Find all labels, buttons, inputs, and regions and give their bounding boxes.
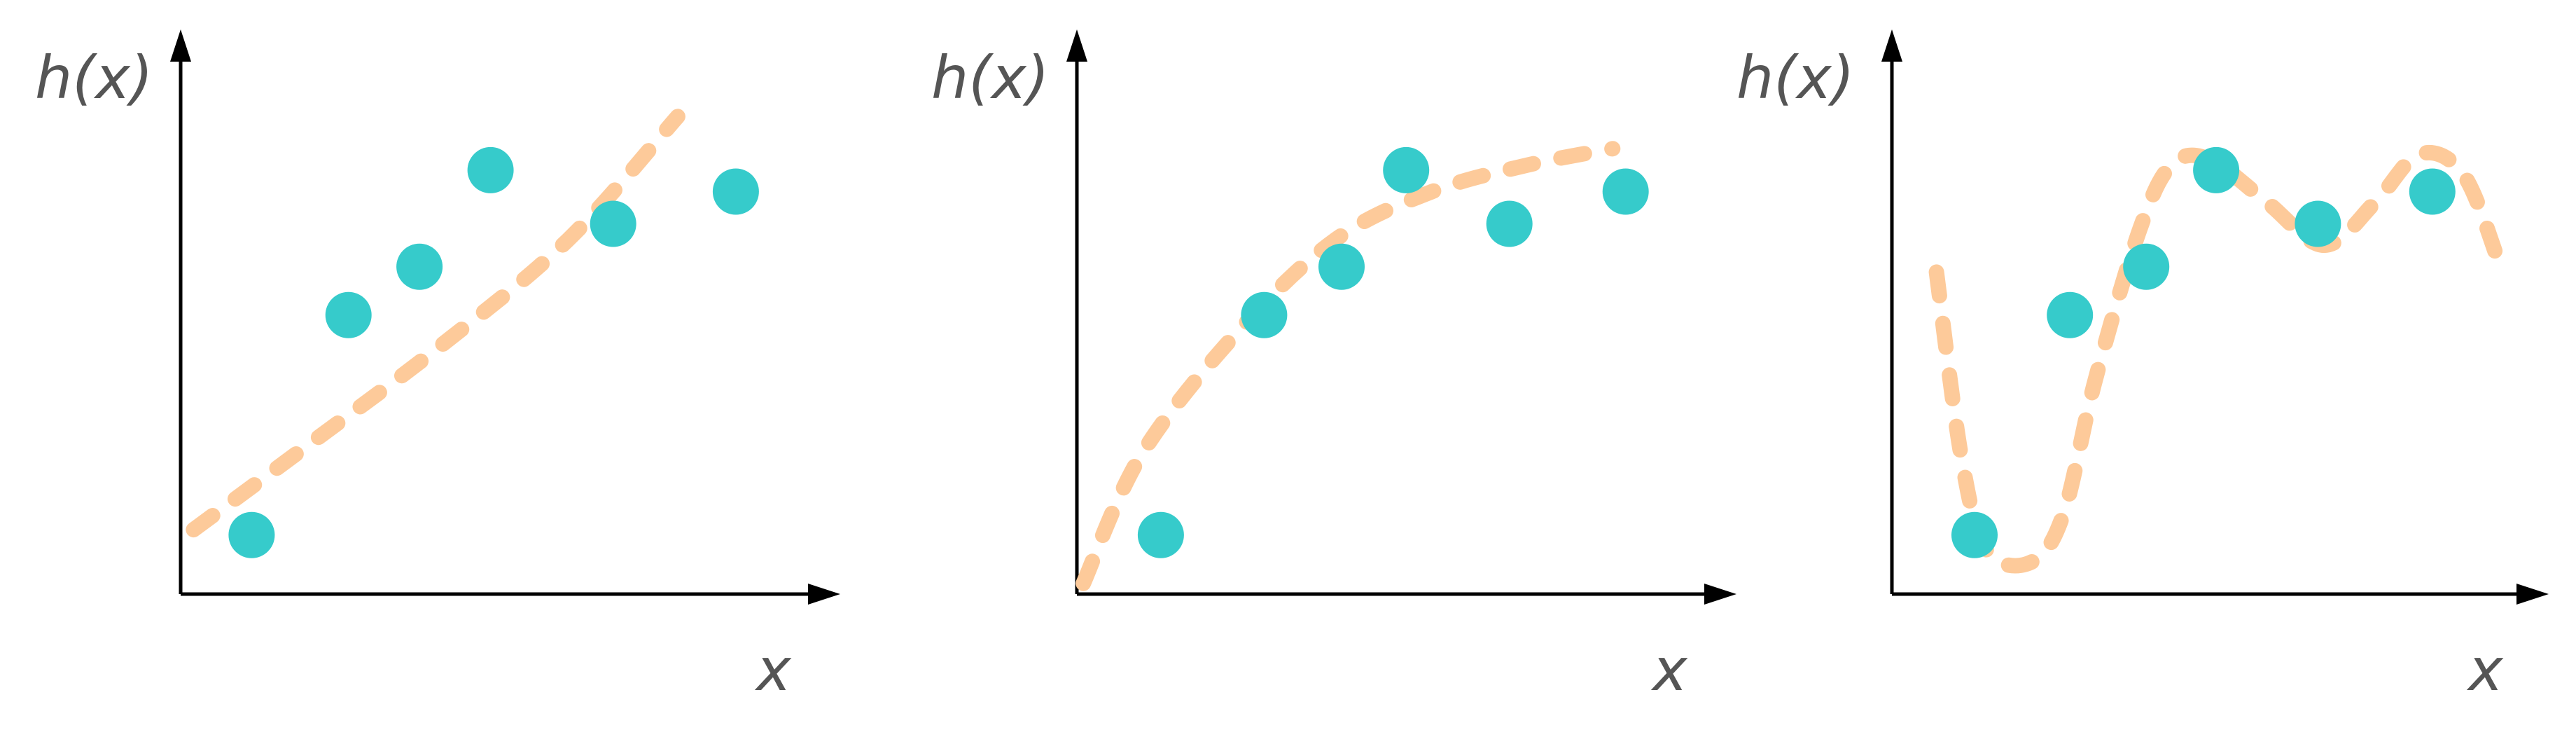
panel-2: h(x) x [931,29,1736,704]
x-axis-arrow [2516,584,2549,605]
data-point [590,200,636,247]
data-point [2123,243,2170,290]
data-point [2193,146,2240,193]
panel-1: h(x) x [35,29,840,704]
y-axis-arrow [170,29,191,62]
x-axis-arrow [808,584,840,605]
data-point [2047,291,2094,338]
data-point [1137,511,1184,558]
x-axis-label: x [754,635,792,704]
fit-curve [1928,144,2510,574]
data-point [1602,168,1649,215]
data-point [712,168,759,215]
y-axis-label: h(x) [35,43,153,112]
data-point [396,243,443,290]
fit-curve [1075,141,1621,591]
data-point [2409,168,2456,215]
y-axis-label: h(x) [1736,43,1855,112]
data-point [1486,200,1533,247]
data-point [1241,291,1288,338]
data-point [467,146,514,193]
x-axis-label: x [1650,635,1688,704]
data-point [1383,146,1430,193]
x-axis-arrow [1704,584,1736,605]
data-point [1951,511,1998,558]
y-axis-arrow [1881,29,1902,62]
data-point [228,511,275,558]
y-axis-arrow [1066,29,1087,62]
data-points [1951,146,2456,558]
data-point [1318,243,1365,290]
y-axis-label: h(x) [931,43,1050,112]
data-points [1137,146,1649,558]
data-point [2295,200,2341,247]
panel-3: h(x) x [1736,29,2549,704]
fit-curve [186,109,685,538]
data-points [228,146,759,558]
x-axis-label: x [2466,635,2504,704]
data-point [325,291,372,338]
